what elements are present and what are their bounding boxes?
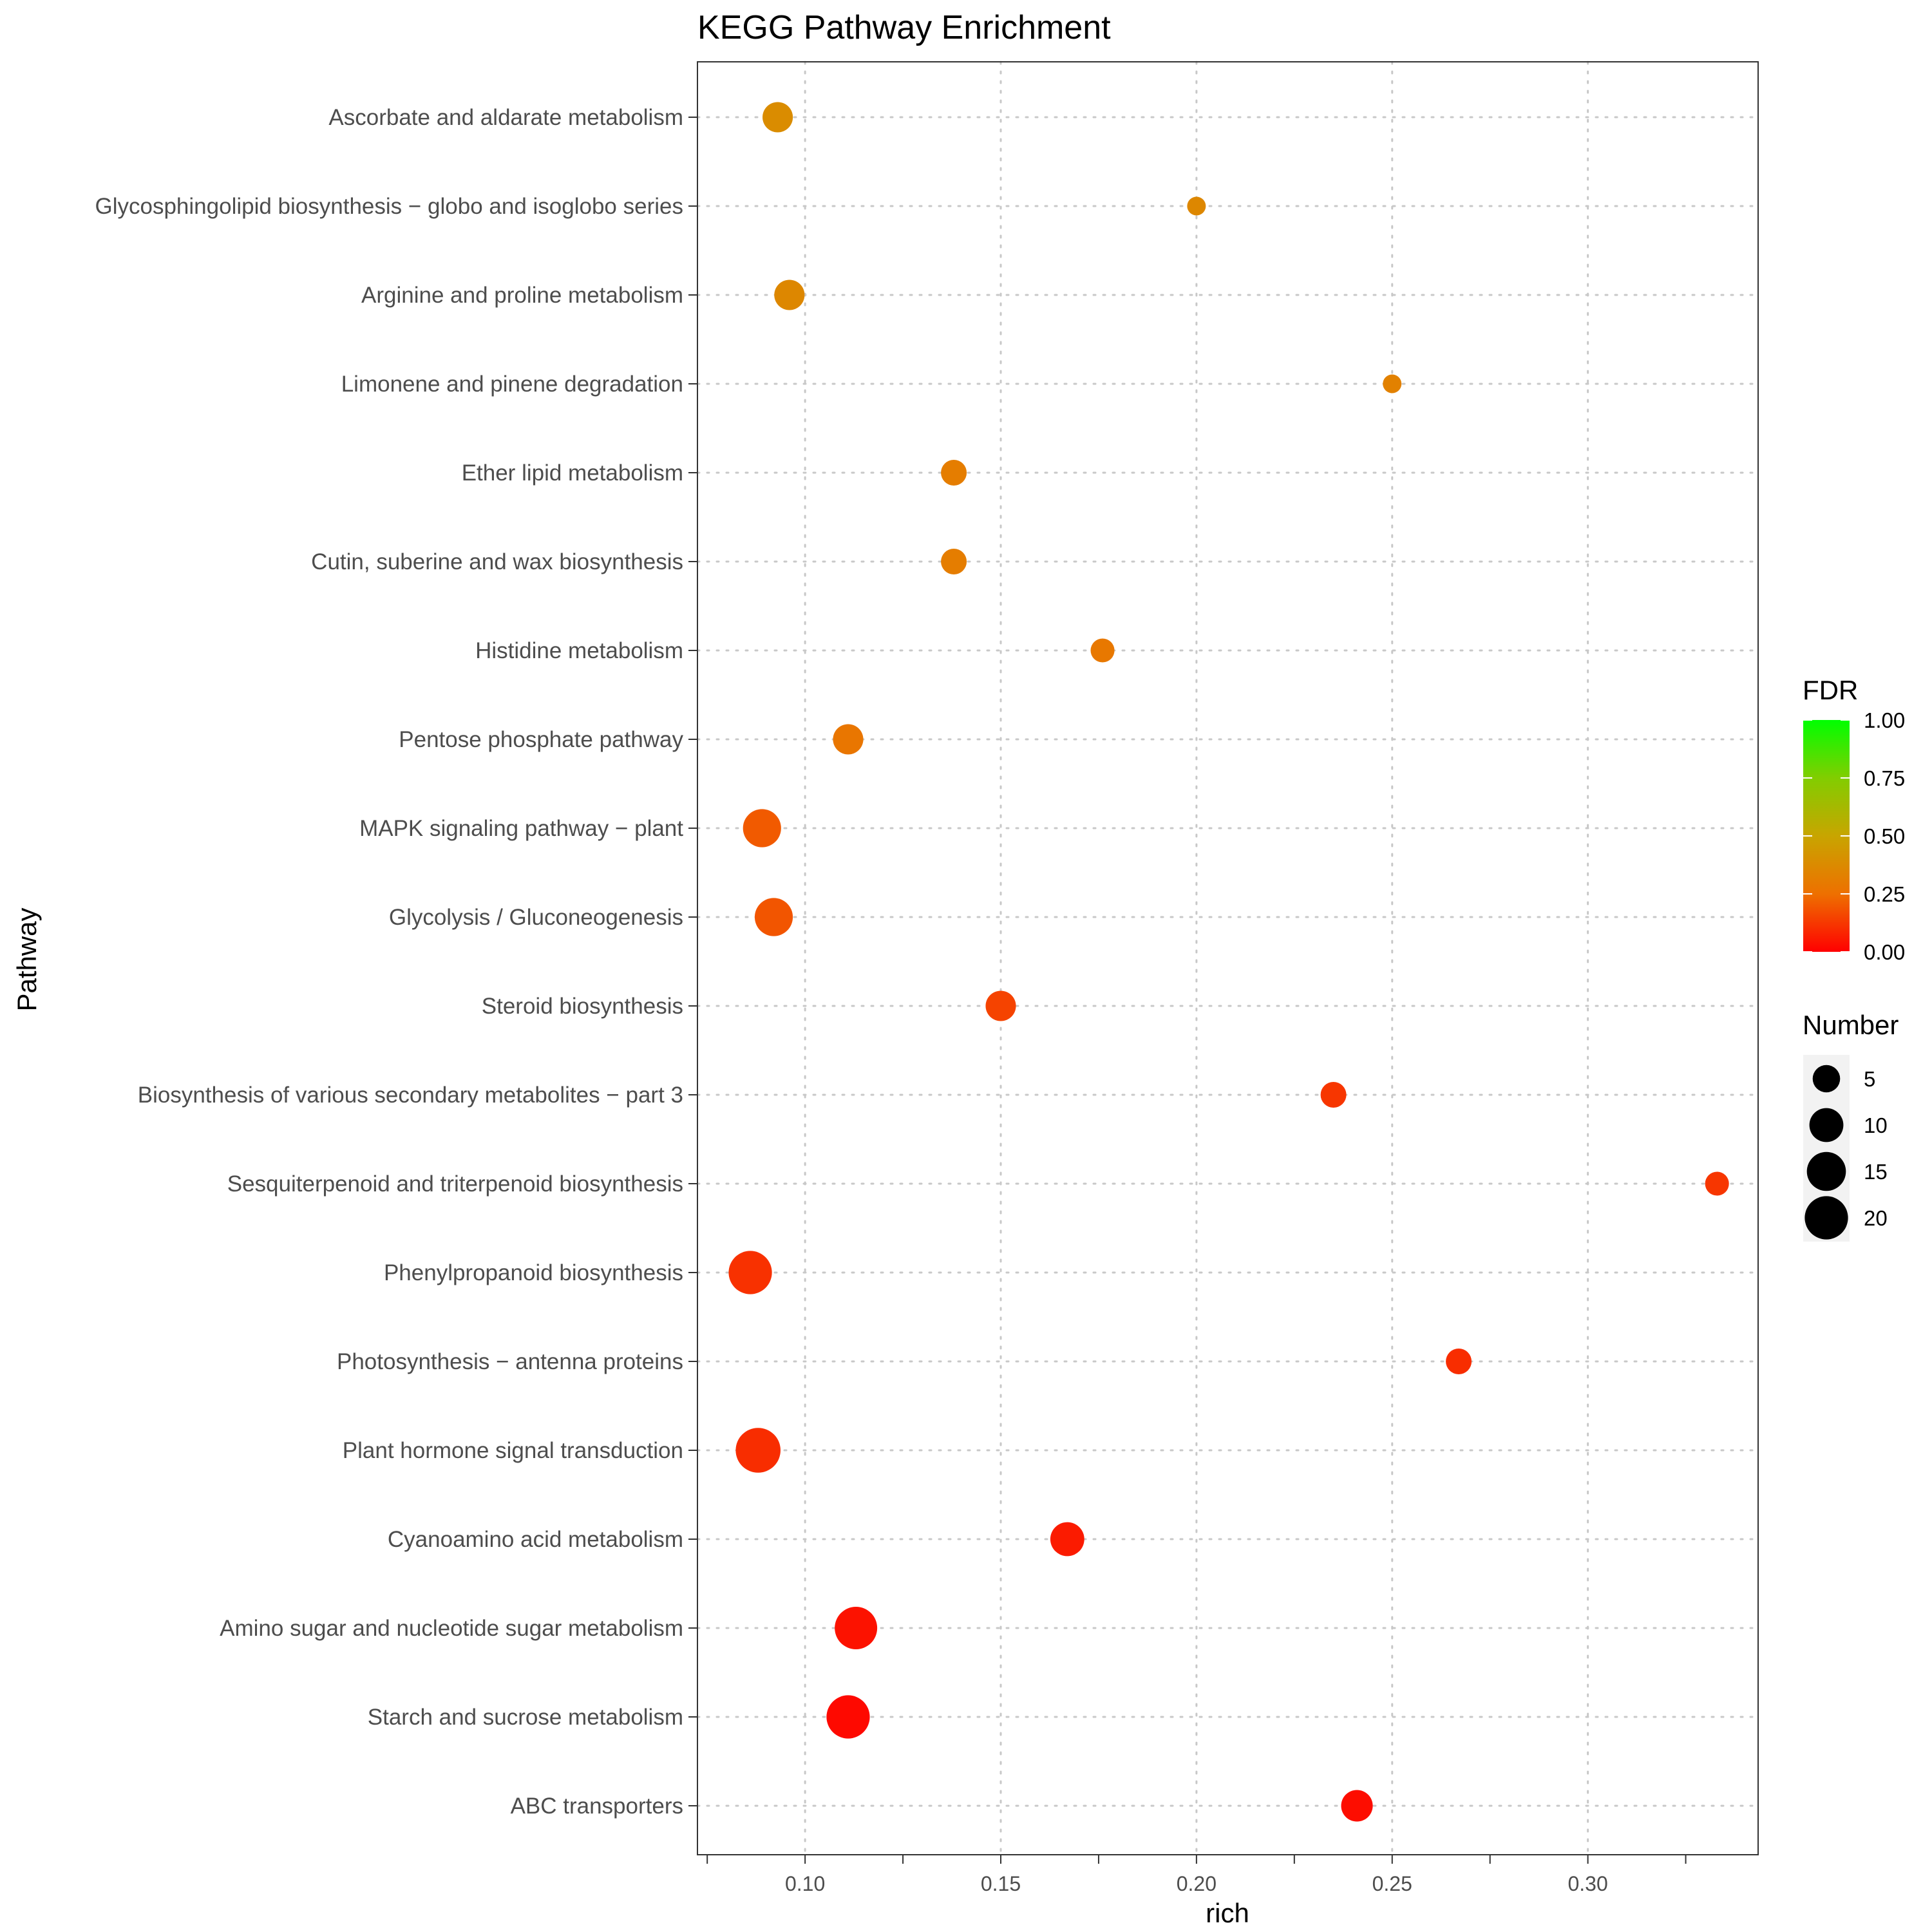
number-legend-label: 5 xyxy=(1864,1067,1875,1091)
data-point xyxy=(941,549,967,574)
number-legend-label: 10 xyxy=(1864,1113,1888,1137)
y-tick-label: ABC transporters xyxy=(511,1794,683,1819)
data-point xyxy=(1383,374,1402,393)
number-size-legend: Number 5 10 15 20 xyxy=(1803,1010,1899,1242)
fdr-legend-title: FDR xyxy=(1803,675,1858,705)
y-axis-title: Pathway xyxy=(12,907,42,1011)
y-tick-label: Pentose phosphate pathway xyxy=(399,727,683,752)
data-point xyxy=(735,1428,781,1473)
y-tick-label: MAPK signaling pathway − plant xyxy=(359,816,683,841)
number-legend-label: 15 xyxy=(1864,1160,1888,1184)
colorbar-tick-label: 0.75 xyxy=(1864,766,1905,790)
data-point xyxy=(774,279,805,310)
plot-panel-border xyxy=(697,61,1759,1855)
data-point xyxy=(985,990,1016,1021)
colorbar-tick-label: 1.00 xyxy=(1864,708,1905,732)
number-legend-key xyxy=(1806,1151,1846,1191)
fdr-colorbar-ticks: 0.00 0.25 0.50 0.75 1.00 xyxy=(1803,708,1905,964)
chart-title: KEGG Pathway Enrichment xyxy=(697,9,1111,46)
y-tick-label: Ascorbate and aldarate metabolism xyxy=(328,105,683,130)
y-tick-label: Glycolysis / Gluconeogenesis xyxy=(389,905,683,930)
number-legend-key xyxy=(1804,1196,1848,1240)
x-tick-label: 0.30 xyxy=(1567,1872,1607,1895)
y-tick-label: Limonene and pinene degradation xyxy=(341,372,683,397)
number-legend-label: 20 xyxy=(1864,1206,1888,1230)
colorbar-tick-label: 0.50 xyxy=(1864,824,1905,848)
y-tick-label: Cyanoamino acid metabolism xyxy=(388,1527,683,1552)
colorbar-tick-label: 0.00 xyxy=(1864,940,1905,964)
data-point xyxy=(1090,638,1115,663)
number-legend-key xyxy=(1809,1108,1844,1142)
y-tick-label: Starch and sucrose metabolism xyxy=(368,1705,683,1730)
data-point xyxy=(762,102,793,133)
x-tick-label: 0.15 xyxy=(981,1872,1021,1895)
x-tick-label: 0.20 xyxy=(1177,1872,1217,1895)
y-tick-label: Sesquiterpenoid and triterpenoid biosynt… xyxy=(227,1171,683,1197)
y-tick-label: Cutin, suberine and wax biosynthesis xyxy=(311,549,683,574)
data-point xyxy=(1320,1082,1347,1108)
y-axis: Ascorbate and aldarate metabolism Glycosp… xyxy=(95,105,697,1819)
y-tick-label: Ether lipid metabolism xyxy=(462,460,683,486)
data-point xyxy=(1050,1522,1084,1557)
data-point xyxy=(1446,1349,1472,1374)
data-point xyxy=(941,460,967,486)
y-tick-label: Steroid biosynthesis xyxy=(482,994,683,1019)
y-tick-label: Glycosphingolipid biosynthesis − globo a… xyxy=(95,194,684,219)
data-point xyxy=(1187,196,1206,216)
y-tick-label: Photosynthesis − antenna proteins xyxy=(337,1349,683,1374)
number-legend-keys: 5 10 15 20 xyxy=(1804,1065,1888,1240)
data-point xyxy=(826,1695,870,1739)
y-tick-label: Phenylpropanoid biosynthesis xyxy=(384,1260,683,1285)
data-point xyxy=(1705,1171,1729,1196)
x-axis-title: rich xyxy=(1206,1898,1249,1928)
y-tick-label: Arginine and proline metabolism xyxy=(361,283,683,308)
y-tick-label: Biosynthesis of various secondary metabo… xyxy=(138,1083,683,1108)
y-tick-label: Amino sugar and nucleotide sugar metabol… xyxy=(220,1616,683,1641)
number-legend-key xyxy=(1812,1065,1841,1093)
x-tick-label: 0.25 xyxy=(1372,1872,1412,1895)
plot-grid xyxy=(696,61,1759,1856)
data-point xyxy=(1341,1790,1373,1822)
data-point xyxy=(728,1251,772,1294)
y-tick-label: Histidine metabolism xyxy=(475,638,683,663)
data-point xyxy=(743,809,781,848)
data-points xyxy=(728,102,1729,1822)
fdr-color-legend: FDR 0.00 0.25 0.50 0.75 1.00 xyxy=(1803,675,1905,964)
y-tick-label: Plant hormone signal transduction xyxy=(343,1438,683,1463)
data-point xyxy=(754,898,793,936)
data-point xyxy=(833,724,864,755)
x-tick-label: 0.10 xyxy=(785,1872,825,1895)
x-axis: 0.10 0.15 0.20 0.25 0.30 xyxy=(706,1855,1687,1895)
number-legend-title: Number xyxy=(1803,1010,1899,1040)
data-point xyxy=(835,1607,878,1649)
colorbar-tick-label: 0.25 xyxy=(1864,882,1905,906)
